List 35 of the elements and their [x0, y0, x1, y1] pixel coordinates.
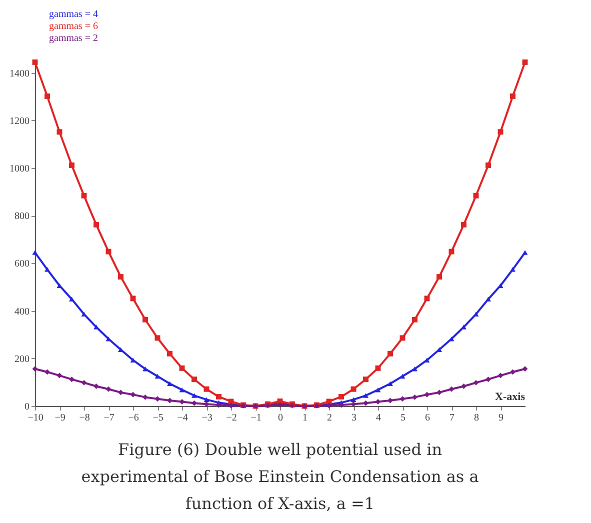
y-tick-label: 400 — [14, 306, 30, 318]
y-tick-label: 600 — [14, 258, 30, 270]
x-tick-label: 7 — [450, 412, 454, 424]
y-tick-label: 1400 — [10, 68, 30, 80]
text: gammas = 4 — [49, 9, 98, 20]
x-tick-label: −9 — [54, 412, 66, 424]
text: function of X-axis, a =1 — [185, 494, 375, 513]
text: gammas = 6 — [49, 21, 98, 32]
x-tick-label: −10 — [28, 412, 44, 424]
y-tick-label: 1200 — [10, 116, 30, 127]
x-tick-label: 0 — [278, 412, 283, 424]
x-tick-label: −2 — [226, 412, 237, 424]
x-tick-label: −1 — [250, 412, 262, 424]
y-tick-label: 1000 — [10, 164, 30, 175]
x-tick-label: 8 — [474, 412, 479, 424]
x-tick-label: 1 — [302, 412, 308, 424]
x-tick-label: 9 — [498, 412, 504, 424]
x-tick-label: −4 — [177, 412, 188, 424]
x-tick-label: −6 — [128, 412, 139, 424]
text: experimental of Bose Einstein Condensation as a — [81, 467, 480, 486]
text: gammas = 2 — [49, 33, 98, 44]
y-tick-label: 800 — [14, 211, 30, 222]
y-tick-label: 0 — [24, 402, 30, 412]
x-tick-label: 5 — [400, 412, 406, 424]
x-tick-label: 3 — [352, 412, 356, 424]
x-tick-label: −3 — [202, 412, 212, 424]
x-tick-label: 2 — [327, 412, 332, 424]
x-tick-label: 6 — [425, 412, 430, 424]
y-tick-label: 200 — [14, 354, 30, 365]
x-tick-label: −5 — [152, 412, 164, 424]
x-tick-label: −7 — [104, 412, 114, 424]
text: Figure (6) Double well potential used in — [118, 440, 442, 459]
x-axis-title: X-axis — [495, 391, 526, 403]
x-tick-label: −8 — [79, 412, 90, 424]
x-tick-label: 4 — [376, 412, 381, 424]
